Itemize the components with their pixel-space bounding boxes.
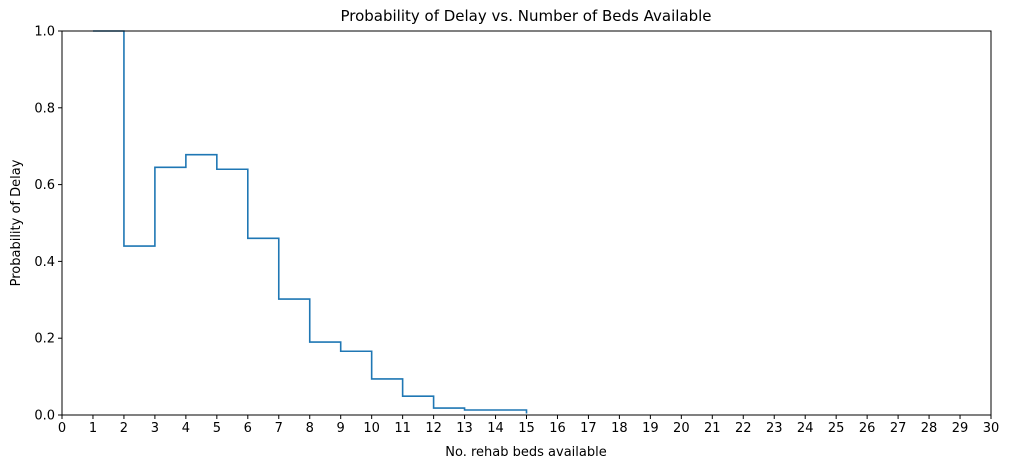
x-tick-label: 5 (213, 421, 221, 436)
y-tick-label: 1.0 (34, 25, 55, 40)
x-axis-label: No. rehab beds available (445, 445, 606, 460)
y-tick-label: 0.2 (34, 332, 55, 347)
x-tick-label: 1 (89, 421, 97, 436)
x-tick-label: 15 (518, 421, 535, 436)
y-tick-label: 0.8 (34, 101, 55, 116)
x-tick-label: 26 (859, 421, 876, 436)
x-tick-label: 12 (425, 421, 442, 436)
plot-frame (61, 30, 992, 416)
x-tick-label: 10 (363, 421, 380, 436)
x-tick-label: 19 (642, 421, 659, 436)
x-tick-label: 24 (797, 421, 814, 436)
x-tick-label: 7 (275, 421, 283, 436)
x-tick-label: 25 (828, 421, 845, 436)
x-axis: 0 1 2 3 4 5 6 7 8 9 10 11 12 13 14 15 16 17 18 19 20 21 22 23 24… (58, 415, 999, 436)
x-tick-label: 21 (704, 421, 721, 436)
x-tick-label: 27 (890, 421, 907, 436)
x-tick-label: 30 (983, 421, 1000, 436)
y-axis: 0.0 0.2 0.4 0.6 0.8 1.0 (34, 25, 62, 424)
y-tick-label: 0.0 (34, 409, 55, 424)
x-tick-label: 23 (766, 421, 783, 436)
x-tick-label: 11 (394, 421, 411, 436)
x-tick-label: 6 (244, 421, 252, 436)
x-tick-label: 29 (952, 421, 969, 436)
x-tick-label: 9 (337, 421, 345, 436)
x-tick-label: 17 (580, 421, 597, 436)
x-tick-label: 2 (120, 421, 128, 436)
x-tick-label: 16 (549, 421, 566, 436)
x-tick-label: 22 (735, 421, 752, 436)
y-tick-label: 0.4 (34, 255, 55, 270)
x-tick-label: 0 (58, 421, 66, 436)
x-tick-label: 3 (151, 421, 159, 436)
y-axis-label: Probability of Delay (9, 159, 24, 286)
plot-area (92, 30, 528, 414)
series-line-0 (92, 30, 528, 414)
x-tick-label: 14 (487, 421, 504, 436)
x-tick-label: 20 (673, 421, 690, 436)
x-tick-label: 18 (611, 421, 628, 436)
y-tick-label: 0.6 (34, 178, 55, 193)
x-tick-label: 4 (182, 421, 190, 436)
x-tick-label: 28 (921, 421, 938, 436)
x-tick-label: 8 (306, 421, 314, 436)
chart-title: Probability of Delay vs. Number of Beds … (340, 7, 711, 25)
x-tick-label: 13 (456, 421, 473, 436)
